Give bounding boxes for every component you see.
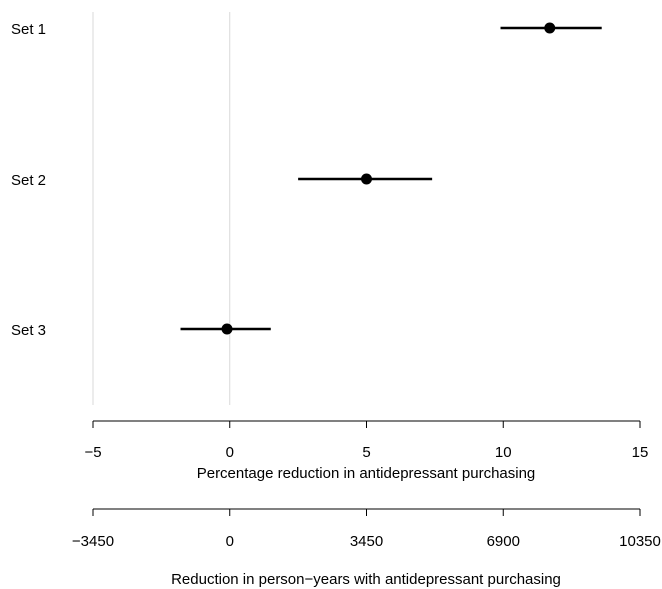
primary-x-axis: −5 0 5 10 15 Percentage reduction in antidep…: [84, 420, 648, 482]
primary-axis-label: Percentage reduction in antidepressant p…: [197, 465, 536, 482]
point-estimate: [221, 323, 233, 335]
tick-label: 10350: [619, 533, 661, 550]
row-label: Set 1: [11, 21, 46, 38]
tick-label: 15: [632, 444, 649, 461]
secondary-x-axis: −3450 0 3450 6900 10350 Reduction in person−…: [72, 508, 661, 588]
tick-label: 6900: [487, 533, 520, 550]
secondary-axis-label: Reduction in person−years with antidepre…: [171, 571, 561, 588]
point-estimate: [544, 22, 556, 34]
secondary-axis-ticks: −3450 0 3450 6900 10350: [72, 509, 661, 550]
reference-lines: [92, 12, 231, 405]
tick-label: −3450: [72, 533, 114, 550]
estimate-rows: Set 1 Set 2 Set 3: [11, 21, 602, 339]
tick-label: 0: [226, 444, 234, 461]
tick-label: −5: [84, 444, 101, 461]
row-label: Set 3: [11, 322, 46, 339]
point-estimate: [361, 173, 372, 185]
row-label: Set 2: [11, 172, 46, 189]
tick-label: 10: [495, 444, 512, 461]
primary-axis-ticks: −5 0 5 10 15: [84, 421, 648, 461]
tick-label: 5: [362, 444, 370, 461]
tick-label: 0: [226, 533, 234, 550]
tick-label: 3450: [350, 533, 383, 550]
